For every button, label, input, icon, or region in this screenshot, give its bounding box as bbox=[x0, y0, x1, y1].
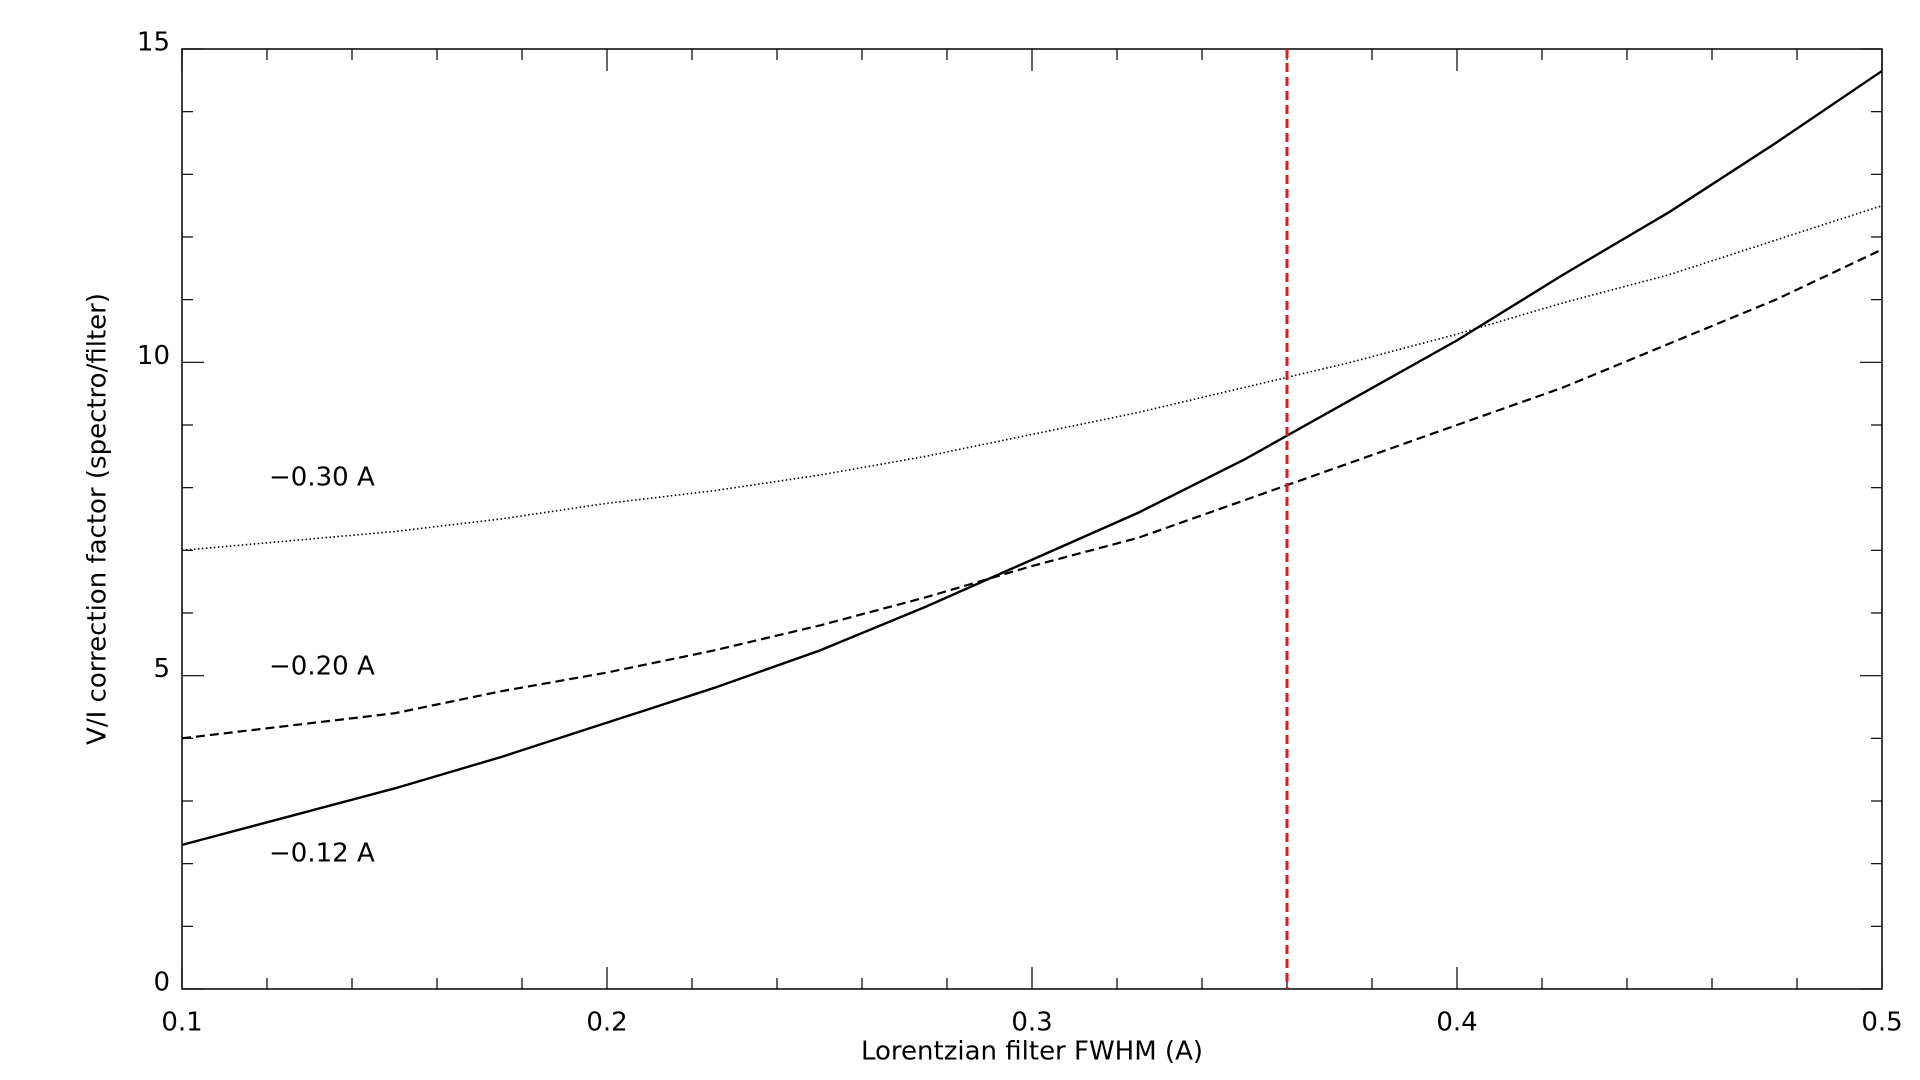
plot-frame bbox=[181, 48, 1883, 990]
x-tick-label: 0.5 bbox=[1861, 1008, 1902, 1038]
series-label: −0.20 A bbox=[269, 652, 375, 682]
series-label: −0.12 A bbox=[269, 839, 375, 869]
y-tick-label: 5 bbox=[153, 654, 170, 684]
series-line bbox=[181, 204, 1883, 552]
x-tick-label: 0.4 bbox=[1436, 1008, 1477, 1038]
x-tick-label: 0.3 bbox=[1011, 1008, 1052, 1038]
series-line bbox=[181, 248, 1883, 740]
x-tick-label: 0.2 bbox=[586, 1008, 627, 1038]
y-tick-label: 15 bbox=[137, 28, 170, 58]
y-tick-label: 0 bbox=[153, 968, 170, 998]
x-tick-label: 0.1 bbox=[161, 1008, 202, 1038]
y-axis-label: V/I correction factor (spectro/filter) bbox=[83, 293, 113, 745]
x-axis-label: Lorentzian filter FWHM (A) bbox=[861, 1037, 1203, 1067]
series-line bbox=[181, 69, 1883, 847]
series-label: −0.30 A bbox=[269, 463, 375, 493]
y-tick-label: 10 bbox=[137, 341, 170, 371]
